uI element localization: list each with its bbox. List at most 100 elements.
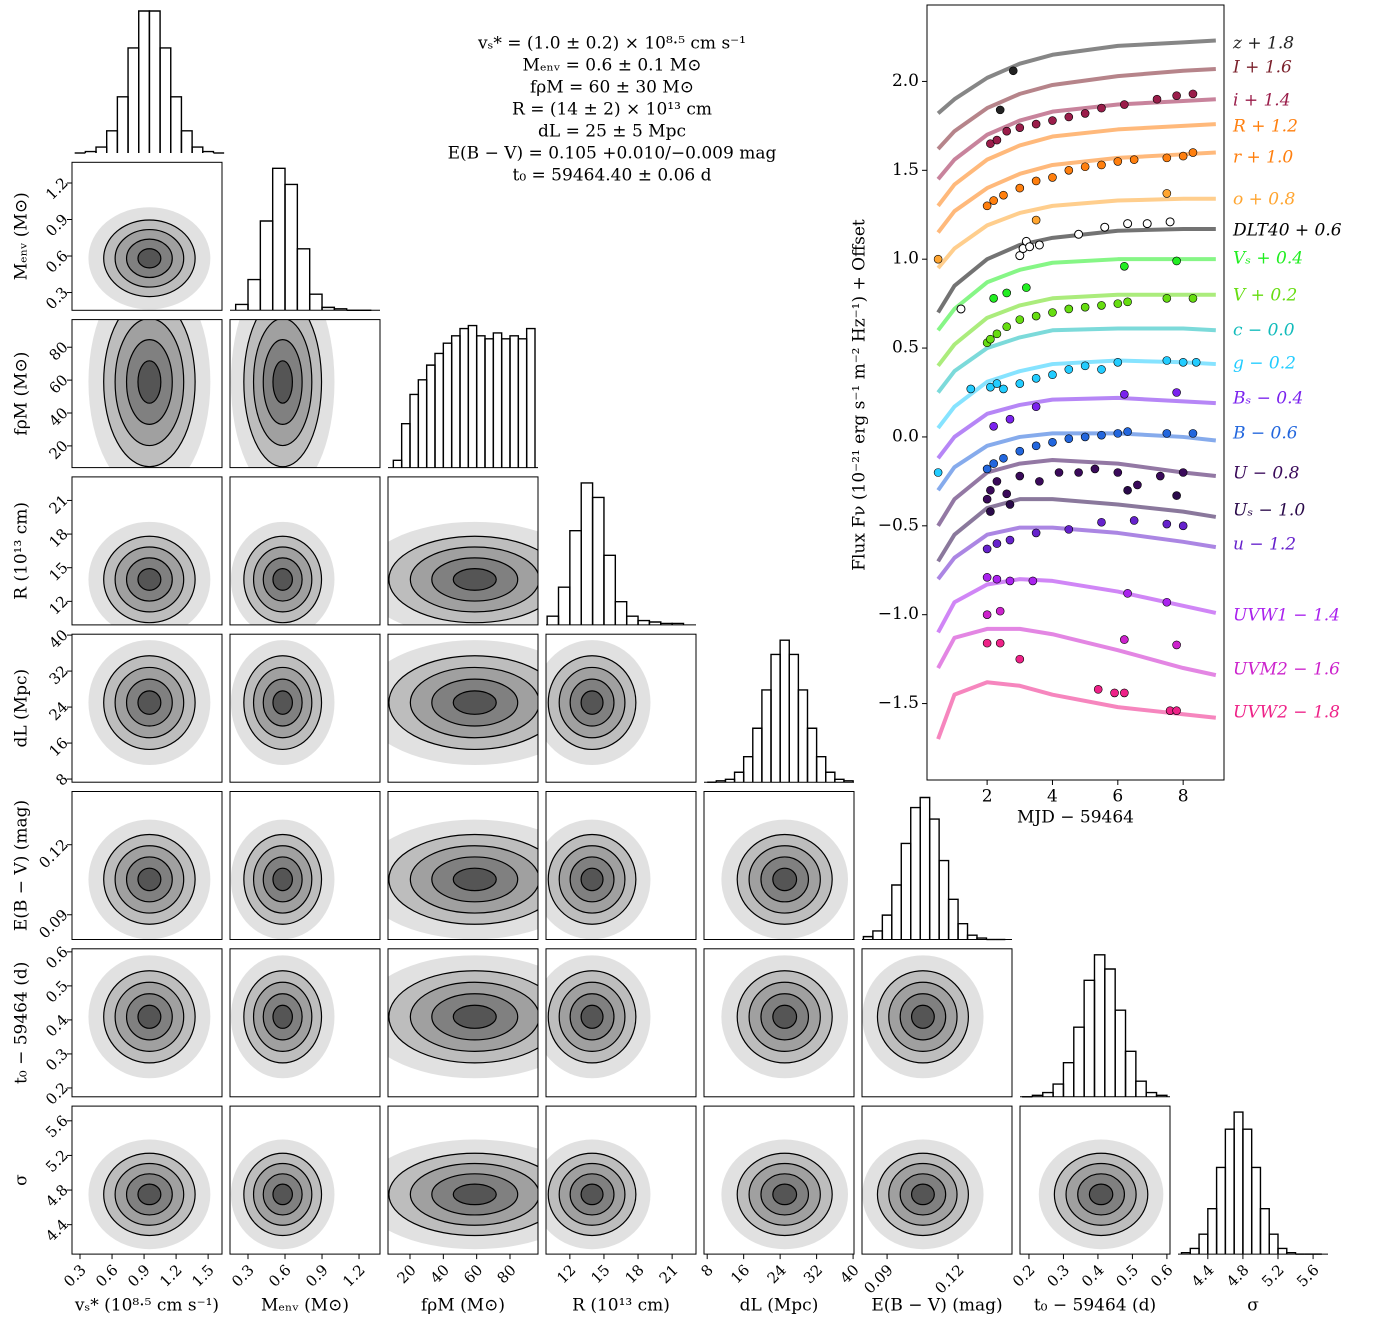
data-point [1031, 215, 1041, 225]
legend-label: Uₛ − 1.0 [1233, 501, 1305, 521]
model-curve [936, 38, 1216, 115]
histogram-step [1042, 1091, 1054, 1097]
x-tick-label: 1.2 [156, 1261, 186, 1291]
histogram-step [938, 859, 950, 940]
x-tick-label: 1.2 [339, 1261, 369, 1291]
data-point [982, 544, 992, 554]
data-point [989, 196, 998, 205]
data-point [982, 610, 992, 619]
data-point [986, 139, 995, 148]
data-point [1129, 516, 1139, 525]
panel-frame [71, 633, 223, 783]
histogram-step [247, 278, 262, 311]
histogram-step [770, 653, 781, 783]
data-point [956, 304, 966, 314]
histogram-step [788, 653, 800, 783]
histogram-step [815, 755, 827, 783]
panel-frame [387, 1105, 539, 1255]
data-point [992, 135, 1002, 145]
data-point [1064, 304, 1074, 314]
data-point [1015, 379, 1025, 388]
data-point [1080, 361, 1090, 371]
histogram-step [891, 884, 902, 940]
histogram-step [806, 727, 818, 783]
legend-label: DLT40 + 0.6 [1232, 221, 1342, 241]
histogram-step [475, 335, 486, 468]
data-point [1142, 219, 1152, 229]
model-curve [936, 196, 1216, 270]
data-point [1129, 155, 1139, 164]
density-contour [272, 1004, 293, 1029]
data-point [1172, 640, 1181, 650]
density-contour [137, 568, 162, 591]
data-point [1054, 468, 1064, 477]
histogram-step [1073, 1026, 1085, 1097]
density-contour [137, 1004, 162, 1029]
x-tick-label: 4 [1047, 787, 1058, 807]
histogram-step [591, 496, 605, 625]
data-point [986, 334, 995, 344]
x-tick-label: 60 [460, 1261, 486, 1287]
panel-frame [1019, 1105, 1171, 1255]
plot-frame [926, 4, 1225, 781]
density-panel [88, 207, 211, 310]
x-tick-label: 18 [621, 1261, 647, 1287]
data-point [933, 254, 943, 264]
data-point [1064, 112, 1074, 122]
histogram-step [148, 10, 161, 153]
y-tick-label: 15 [45, 559, 71, 585]
data-point [1123, 589, 1132, 598]
model-curve [936, 626, 1217, 678]
data-point [1188, 293, 1198, 303]
histogram-step [1062, 1062, 1075, 1097]
histogram-step [500, 338, 511, 468]
density-panel [721, 819, 849, 940]
histogram-step [459, 327, 470, 468]
x-tick-label: 21 [656, 1261, 682, 1287]
histogram-step [797, 689, 809, 783]
histogram-step [1259, 1207, 1270, 1255]
data-point [1113, 357, 1123, 367]
y-tick-label: 32 [45, 662, 71, 688]
density-contour [910, 1004, 935, 1029]
histogram-step [105, 130, 119, 153]
model-curve [936, 150, 1216, 234]
data-point [999, 453, 1008, 463]
histogram-step [976, 937, 988, 940]
data-point [1031, 119, 1041, 129]
data-point [1031, 373, 1041, 383]
panel-frame [545, 948, 697, 1098]
y-tick-label: 2.0 [892, 71, 919, 91]
legend-label: B − 0.6 [1232, 424, 1298, 444]
x-axis-label: Mₑₙᵥ (M⊙) [261, 1296, 349, 1316]
histogram-step [1104, 968, 1116, 1097]
panel-frame [229, 1105, 381, 1255]
result-line: fρM = 60 ± 30 M⊙ [530, 78, 694, 98]
data-point [1113, 299, 1123, 308]
histogram [546, 482, 685, 625]
data-point [1002, 288, 1012, 298]
data-point [1100, 222, 1110, 232]
data-point [1064, 166, 1074, 175]
panel-frame [71, 476, 223, 626]
data-point [1162, 597, 1172, 607]
data-point [1048, 116, 1057, 125]
histogram-step [957, 923, 969, 940]
data-point [982, 573, 992, 582]
model-curve [936, 577, 1217, 634]
histogram-step [392, 459, 403, 468]
panel-frame [703, 948, 855, 1098]
histogram-step [625, 615, 639, 625]
histogram-step [400, 422, 411, 468]
legend-label: UVW2 − 1.8 [1233, 703, 1340, 723]
data-point [1188, 429, 1198, 438]
data-point [1172, 706, 1181, 715]
y-tick-label: 5.2 [42, 1146, 72, 1176]
histogram-step [761, 689, 772, 783]
x-tick-label: 32 [800, 1261, 826, 1287]
x-tick-label: 0.3 [228, 1261, 258, 1291]
histogram-step [159, 47, 172, 153]
x-axis-label: t₀ − 59464 (d) [1034, 1296, 1156, 1316]
legend-label: Bₛ − 0.4 [1232, 389, 1303, 409]
histogram-step [1224, 1128, 1235, 1255]
